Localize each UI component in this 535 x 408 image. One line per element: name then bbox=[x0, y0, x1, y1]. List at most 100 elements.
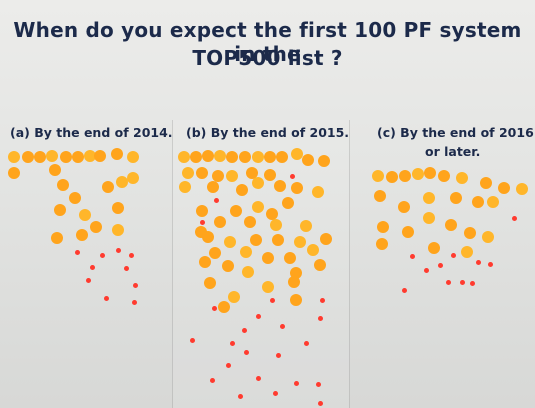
orange-sticker-dot bbox=[456, 172, 468, 184]
red-sticker-dot bbox=[279, 323, 285, 329]
red-sticker-dot bbox=[199, 219, 205, 225]
orange-sticker-dot bbox=[412, 168, 424, 180]
orange-sticker-dot bbox=[244, 216, 256, 228]
orange-sticker-dot bbox=[112, 202, 124, 214]
red-sticker-dot bbox=[209, 377, 215, 383]
orange-sticker-dot bbox=[252, 201, 264, 213]
orange-sticker-dot bbox=[34, 151, 46, 163]
orange-sticker-dot bbox=[102, 181, 114, 193]
orange-sticker-dot bbox=[461, 246, 473, 258]
orange-sticker-dot bbox=[22, 151, 34, 163]
orange-sticker-dot bbox=[222, 260, 234, 272]
red-sticker-dot bbox=[213, 197, 219, 203]
orange-sticker-dot bbox=[312, 186, 324, 198]
orange-sticker-dot bbox=[262, 281, 274, 293]
orange-sticker-dot bbox=[398, 201, 410, 213]
red-sticker-dot bbox=[317, 315, 323, 321]
orange-sticker-dot bbox=[252, 151, 264, 163]
orange-sticker-dot bbox=[386, 171, 398, 183]
orange-sticker-dot bbox=[480, 177, 492, 189]
orange-sticker-dot bbox=[290, 294, 302, 306]
orange-sticker-dot bbox=[199, 256, 211, 268]
orange-sticker-dot bbox=[209, 247, 221, 259]
orange-sticker-dot bbox=[90, 221, 102, 233]
red-sticker-dot bbox=[132, 282, 138, 288]
orange-sticker-dot bbox=[218, 301, 230, 313]
orange-sticker-dot bbox=[84, 150, 96, 162]
orange-sticker-dot bbox=[242, 266, 254, 278]
orange-sticker-dot bbox=[276, 151, 288, 163]
orange-sticker-dot bbox=[320, 233, 332, 245]
red-sticker-dot bbox=[450, 252, 456, 258]
orange-sticker-dot bbox=[202, 150, 214, 162]
orange-sticker-dot bbox=[212, 170, 224, 182]
red-sticker-dot bbox=[317, 400, 323, 406]
orange-sticker-dot bbox=[318, 155, 330, 167]
orange-sticker-dot bbox=[8, 167, 20, 179]
option-b-label: (b) By the end of 2015. bbox=[186, 125, 350, 140]
orange-sticker-dot bbox=[399, 170, 411, 182]
orange-sticker-dot bbox=[464, 227, 476, 239]
orange-sticker-dot bbox=[214, 216, 226, 228]
orange-sticker-dot bbox=[445, 219, 457, 231]
orange-sticker-dot bbox=[402, 226, 414, 238]
red-sticker-dot bbox=[303, 340, 309, 346]
orange-sticker-dot bbox=[226, 151, 238, 163]
red-sticker-dot bbox=[437, 262, 443, 268]
orange-sticker-dot bbox=[202, 231, 214, 243]
orange-sticker-dot bbox=[424, 167, 436, 179]
red-sticker-dot bbox=[85, 277, 91, 283]
orange-sticker-dot bbox=[377, 221, 389, 233]
orange-sticker-dot bbox=[127, 151, 139, 163]
red-sticker-dot bbox=[293, 380, 299, 386]
red-sticker-dot bbox=[229, 340, 235, 346]
red-sticker-dot bbox=[255, 375, 261, 381]
red-sticker-dot bbox=[211, 305, 217, 311]
option-a-label: (a) By the end of 2014. bbox=[10, 125, 173, 140]
orange-sticker-dot bbox=[302, 154, 314, 166]
red-sticker-dot bbox=[289, 173, 295, 179]
orange-sticker-dot bbox=[8, 151, 20, 163]
red-sticker-dot bbox=[115, 247, 121, 253]
red-sticker-dot bbox=[123, 265, 129, 271]
orange-sticker-dot bbox=[60, 151, 72, 163]
orange-sticker-dot bbox=[428, 242, 440, 254]
orange-sticker-dot bbox=[264, 169, 276, 181]
orange-sticker-dot bbox=[262, 252, 274, 264]
red-sticker-dot bbox=[225, 362, 231, 368]
orange-sticker-dot bbox=[116, 176, 128, 188]
orange-sticker-dot bbox=[224, 236, 236, 248]
orange-sticker-dot bbox=[57, 179, 69, 191]
orange-sticker-dot bbox=[291, 148, 303, 160]
red-sticker-dot bbox=[409, 253, 415, 259]
orange-sticker-dot bbox=[54, 204, 66, 216]
option-c-label-line-2: or later. bbox=[425, 144, 481, 159]
orange-sticker-dot bbox=[307, 244, 319, 256]
orange-sticker-dot bbox=[291, 182, 303, 194]
red-sticker-dot bbox=[255, 313, 261, 319]
red-sticker-dot bbox=[511, 215, 517, 221]
orange-sticker-dot bbox=[204, 277, 216, 289]
orange-sticker-dot bbox=[284, 252, 296, 264]
red-sticker-dot bbox=[401, 287, 407, 293]
red-sticker-dot bbox=[475, 259, 481, 265]
orange-sticker-dot bbox=[252, 177, 264, 189]
orange-sticker-dot bbox=[228, 291, 240, 303]
red-sticker-dot bbox=[99, 252, 105, 258]
red-sticker-dot bbox=[103, 295, 109, 301]
orange-sticker-dot bbox=[270, 219, 282, 231]
orange-sticker-dot bbox=[423, 192, 435, 204]
red-sticker-dot bbox=[74, 249, 80, 255]
orange-sticker-dot bbox=[482, 231, 494, 243]
orange-sticker-dot bbox=[79, 209, 91, 221]
orange-sticker-dot bbox=[516, 183, 528, 195]
red-sticker-dot bbox=[189, 337, 195, 343]
poster-title-line-2: TOP500 list ? bbox=[192, 46, 343, 70]
orange-sticker-dot bbox=[438, 170, 450, 182]
orange-sticker-dot bbox=[274, 180, 286, 192]
orange-sticker-dot bbox=[226, 170, 238, 182]
red-sticker-dot bbox=[469, 280, 475, 286]
orange-sticker-dot bbox=[230, 205, 242, 217]
orange-sticker-dot bbox=[179, 181, 191, 193]
